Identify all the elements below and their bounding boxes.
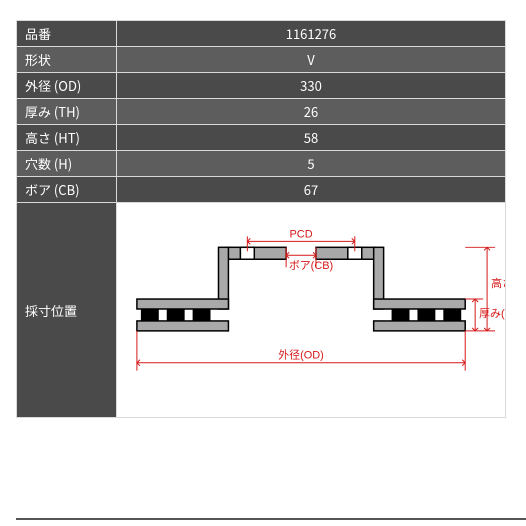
bottom-divider <box>16 518 526 520</box>
row-value: 67 <box>117 177 506 203</box>
table-row: 品番1161276 <box>17 21 506 47</box>
row-label: 品番 <box>17 21 117 47</box>
spec-tbody: 品番1161276形状V外径 (OD)330厚み (TH)26高さ (HT)58… <box>17 21 506 418</box>
table-row: ボア (CB)67 <box>17 177 506 203</box>
row-value: 1161276 <box>117 21 506 47</box>
table-row: 形状V <box>17 47 506 73</box>
diagram-cell: PCD ボア(CB) 高さ(HT) 厚み(TH) 外径(OD) <box>117 203 506 418</box>
diagram-label: 採寸位置 <box>17 203 117 418</box>
svg-text:厚み(TH): 厚み(TH) <box>479 307 505 320</box>
svg-text:PCD: PCD <box>290 228 313 240</box>
svg-text:高さ(HT): 高さ(HT) <box>491 276 505 290</box>
row-value: V <box>117 47 506 73</box>
table-row: 穴数 (H)5 <box>17 151 506 177</box>
row-value: 58 <box>117 125 506 151</box>
row-value: 330 <box>117 73 506 99</box>
table-row: 外径 (OD)330 <box>17 73 506 99</box>
row-label: 穴数 (H) <box>17 151 117 177</box>
diagram-row: 採寸位置 PCD ボア(CB) <box>17 203 506 418</box>
row-label: 形状 <box>17 47 117 73</box>
table-row: 厚み (TH)26 <box>17 99 506 125</box>
table-row: 高さ (HT)58 <box>17 125 506 151</box>
row-value: 26 <box>117 99 506 125</box>
row-label: 高さ (HT) <box>17 125 117 151</box>
spec-table: 品番1161276形状V外径 (OD)330厚み (TH)26高さ (HT)58… <box>16 20 506 418</box>
svg-text:外径(OD): 外径(OD) <box>278 349 324 362</box>
row-value: 5 <box>117 151 506 177</box>
row-label: 厚み (TH) <box>17 99 117 125</box>
spec-frame: 品番1161276形状V外径 (OD)330厚み (TH)26高さ (HT)58… <box>0 0 526 526</box>
cross-section-diagram: PCD ボア(CB) 高さ(HT) 厚み(TH) 外径(OD) <box>117 203 505 413</box>
row-label: ボア (CB) <box>17 177 117 203</box>
svg-text:ボア(CB): ボア(CB) <box>289 259 333 272</box>
row-label: 外径 (OD) <box>17 73 117 99</box>
